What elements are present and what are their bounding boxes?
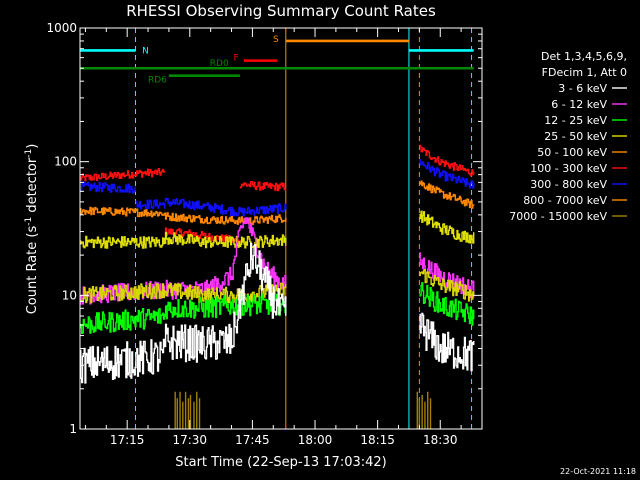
y-axis-label: Count Rate (s-1 detector-1) <box>24 144 40 315</box>
series-25-50-kev-segment-2 <box>419 210 475 244</box>
y-axis-label-exp-1: -1 <box>24 217 34 226</box>
series-25-50-kev-segment-1 <box>164 231 287 249</box>
series-12-25-kev-segment-0 <box>80 308 165 334</box>
flag-label-rd6: RD6 <box>148 76 167 86</box>
series-100-300-kev-segment-2 <box>239 181 287 192</box>
flag-label-rd0: RD0 <box>210 59 229 69</box>
legend-label-12-25-kev: 12 - 25 keV <box>544 114 607 127</box>
series-3-6-kev-segment-1 <box>164 242 287 363</box>
legend-label-50-100-kev: 50 - 100 keV <box>537 146 607 159</box>
legend-label-100-300-kev: 100 - 300 keV <box>530 162 607 175</box>
legend-label-6-12-kev: 6 - 12 keV <box>551 98 607 111</box>
series-6-12-kev-segment-0 <box>80 281 165 305</box>
series-25-50-kev-segment-0 <box>80 235 165 249</box>
generation-timestamp: 22-Oct-2021 11:18 <box>560 467 636 476</box>
series-12-25-kev-segment-1 <box>164 293 287 320</box>
series-100-300-kev-segment-0 <box>80 168 165 182</box>
y-axis-label-part-2: detector <box>25 157 40 217</box>
y-tick-label-100: 100 <box>54 155 77 169</box>
flag-label-n: N <box>142 46 149 56</box>
x-tick-label-1730: 17:30 <box>172 433 207 447</box>
x-axis-label: Start Time (22-Sep-13 17:03:42) <box>175 455 386 470</box>
series-12-25-kev-segment-2 <box>419 282 475 326</box>
chart-title: RHESSI Observing Summary Count Rates <box>126 2 436 20</box>
y-tick-label-1000: 1000 <box>46 21 77 35</box>
series-100-300-kev-segment-3 <box>419 144 475 177</box>
y-tick-label-10: 10 <box>62 288 77 302</box>
series-800-7000-kev-segment-2 <box>419 180 475 209</box>
y-axis-label-exp-2: -1 <box>24 149 34 158</box>
x-tick-label-1745: 17:45 <box>235 433 270 447</box>
legend-header-1: Det 1,3,4,5,6,9, <box>541 50 627 63</box>
series-3-6-kev-segment-2 <box>419 312 475 372</box>
plot-frame <box>79 27 483 430</box>
series-3-6-kev-segment-0 <box>80 338 165 384</box>
series-800-7000-kev-segment-1 <box>164 212 287 225</box>
x-tick-label-1715: 17:15 <box>110 433 145 447</box>
series-300-800-kev-segment-2 <box>164 197 287 217</box>
legend-label-800-7000-kev: 800 - 7000 keV <box>523 194 607 207</box>
flag-label-s: S <box>273 35 279 45</box>
legend-header-2: FDecim 1, Att 0 <box>542 66 627 79</box>
y-tick-label-1: 1 <box>69 422 77 436</box>
series-300-800-kev-segment-3 <box>419 159 475 189</box>
legend: Det 1,3,4,5,6,9, FDecim 1, Att 0 3 - 6 k… <box>509 50 627 223</box>
legend-label-25-50-kev: 25 - 50 keV <box>544 130 607 143</box>
series-800-7000-kev-segment-0 <box>80 206 165 218</box>
y-axis-label-part-3: ) <box>25 144 40 149</box>
x-tick-label-1800: 18:00 <box>298 433 333 447</box>
series-300-800-kev-segment-0 <box>80 181 136 194</box>
flag-label-f: F <box>233 54 238 64</box>
series-6-12-kev-segment-2 <box>419 252 475 299</box>
legend-label-300-800-kev: 300 - 800 keV <box>530 178 607 191</box>
x-tick-label-1815: 18:15 <box>360 433 395 447</box>
series-50-100-kev-segment-0 <box>80 282 165 304</box>
legend-label-3-6-kev: 3 - 6 keV <box>558 82 607 95</box>
series-300-800-kev-segment-1 <box>135 199 166 210</box>
x-tick-label-1830: 18:30 <box>423 433 458 447</box>
legend-label-7000-15000-kev: 7000 - 15000 keV <box>509 210 607 223</box>
series-50-100-kev-segment-2 <box>419 269 475 302</box>
y-axis-label-part-1: Count Rate (s <box>25 226 40 315</box>
